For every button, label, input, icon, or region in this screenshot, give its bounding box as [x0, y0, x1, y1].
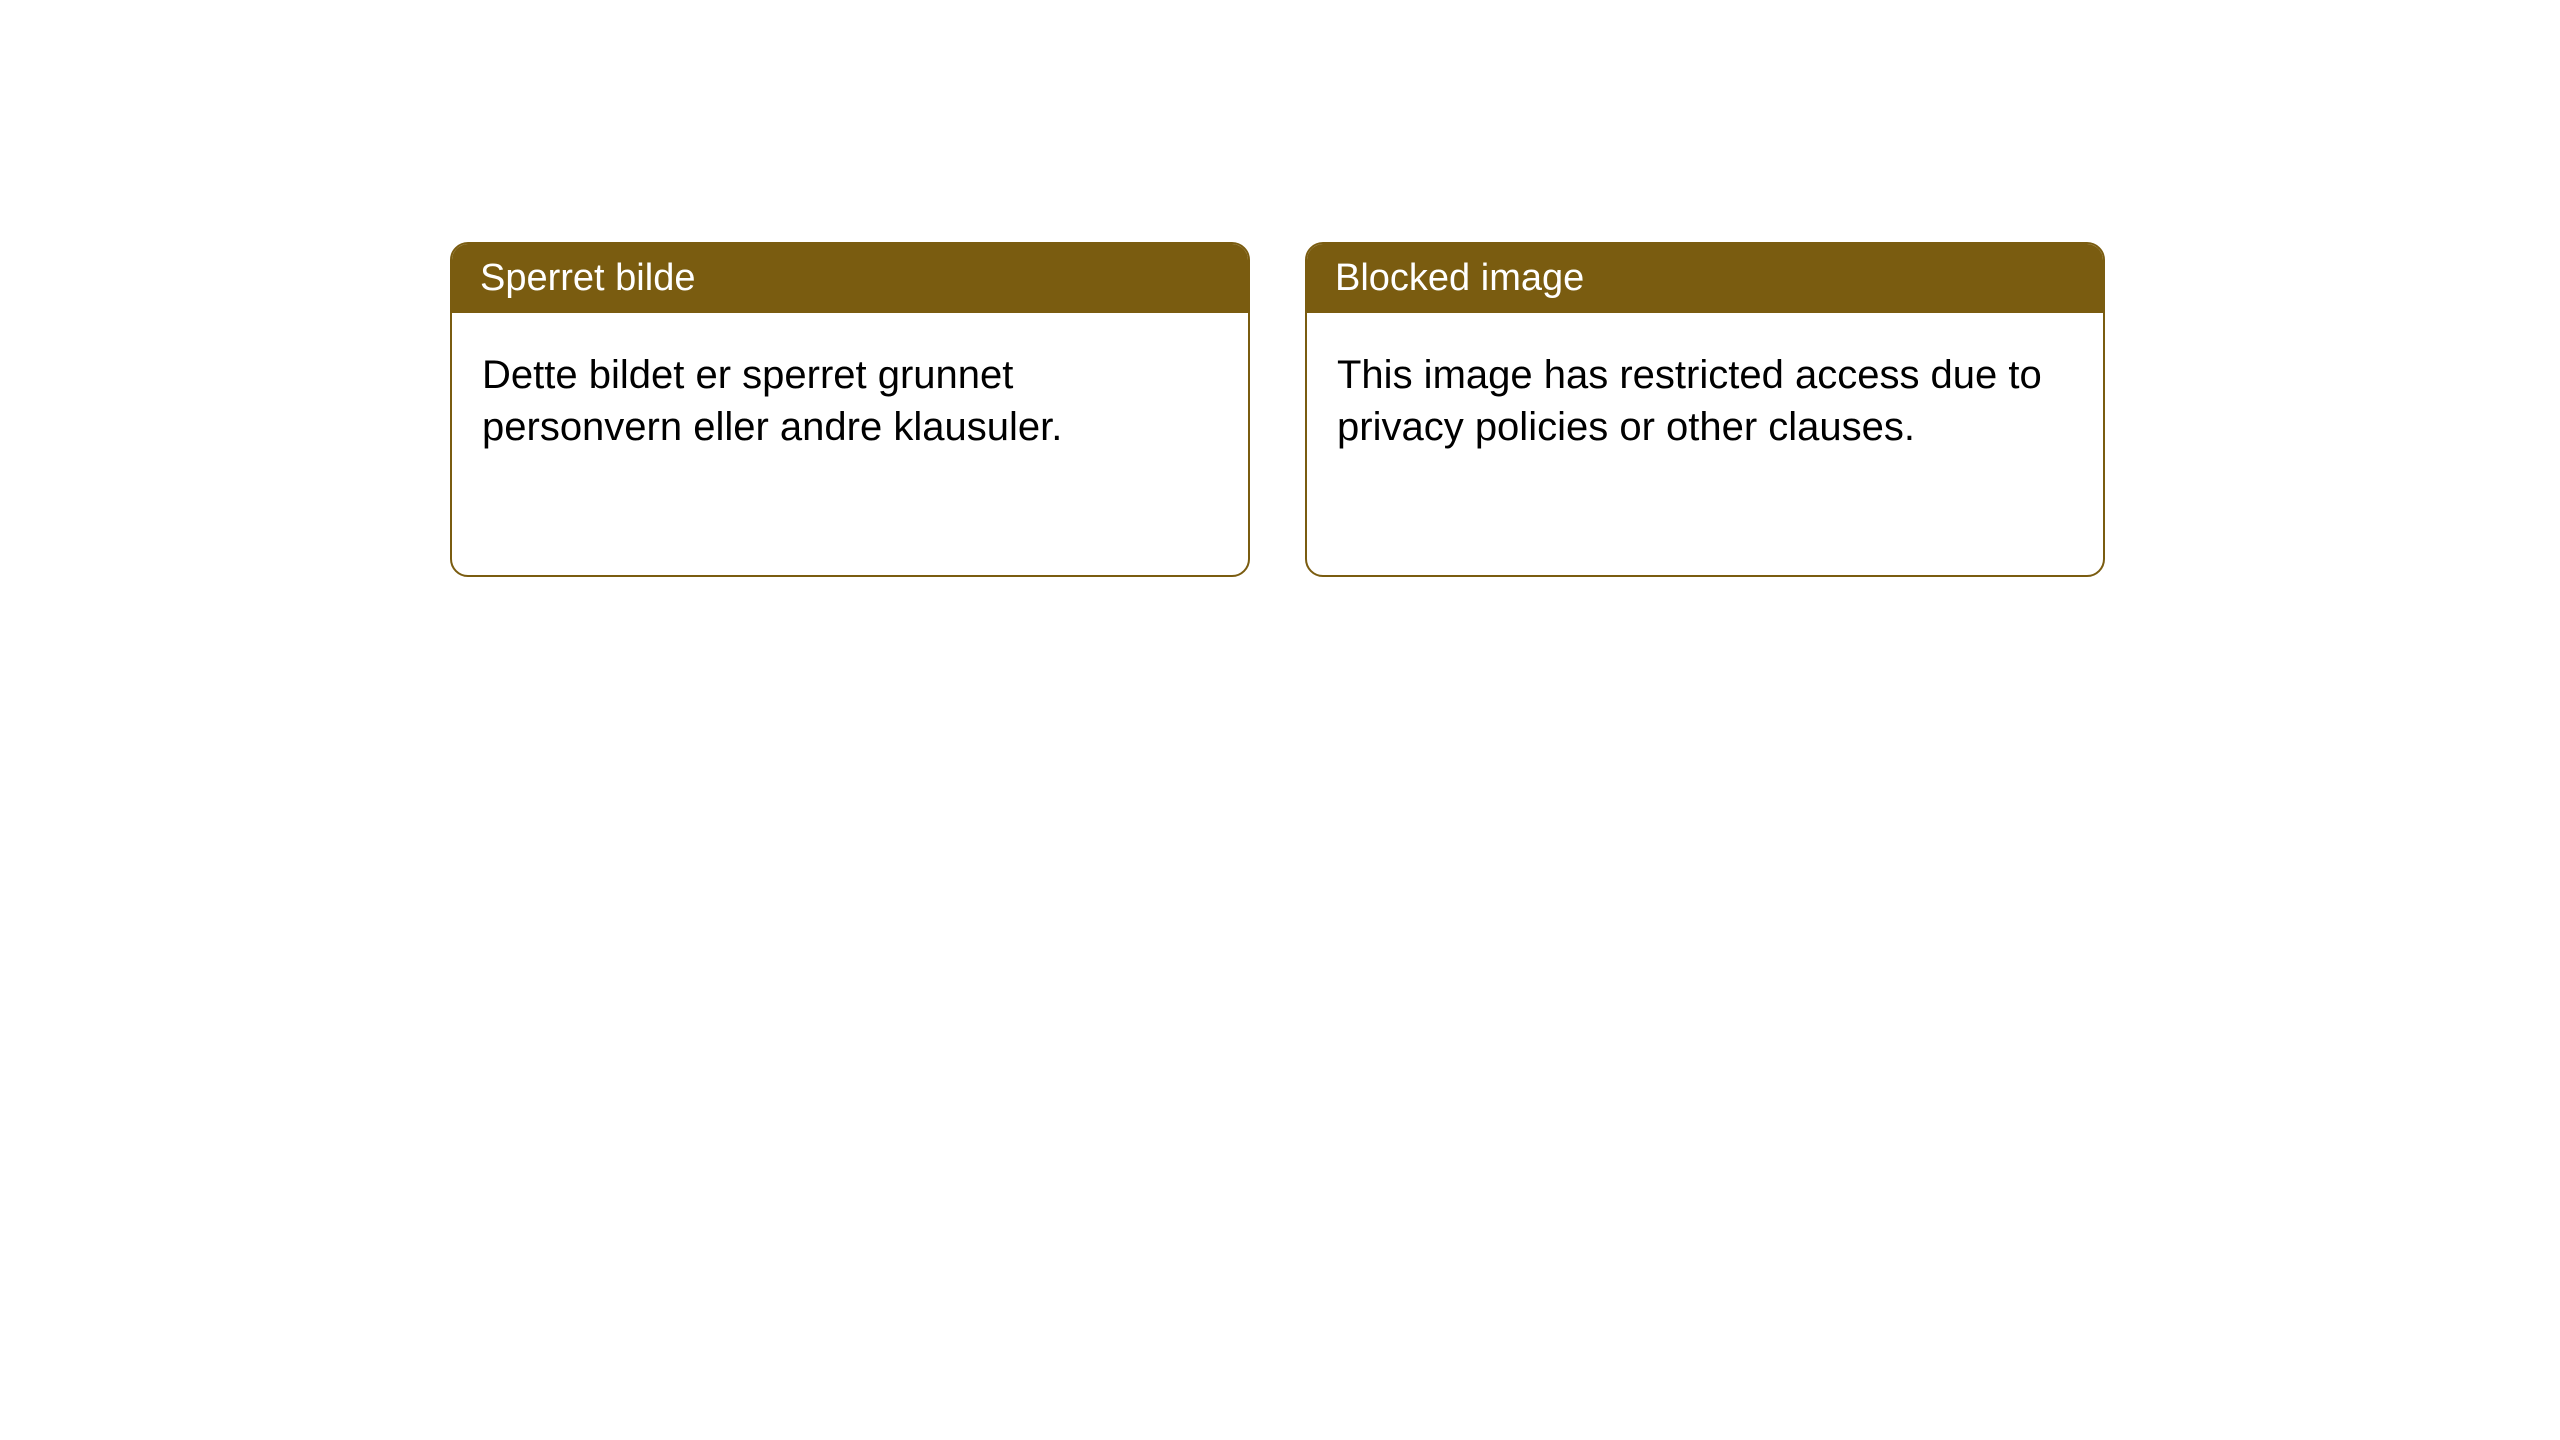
- notice-card-norwegian: Sperret bilde Dette bildet er sperret gr…: [450, 242, 1250, 577]
- notice-body: This image has restricted access due to …: [1307, 313, 2103, 489]
- notice-body: Dette bildet er sperret grunnet personve…: [452, 313, 1248, 489]
- notice-container: Sperret bilde Dette bildet er sperret gr…: [450, 242, 2105, 577]
- notice-header: Sperret bilde: [452, 244, 1248, 313]
- notice-header: Blocked image: [1307, 244, 2103, 313]
- notice-card-english: Blocked image This image has restricted …: [1305, 242, 2105, 577]
